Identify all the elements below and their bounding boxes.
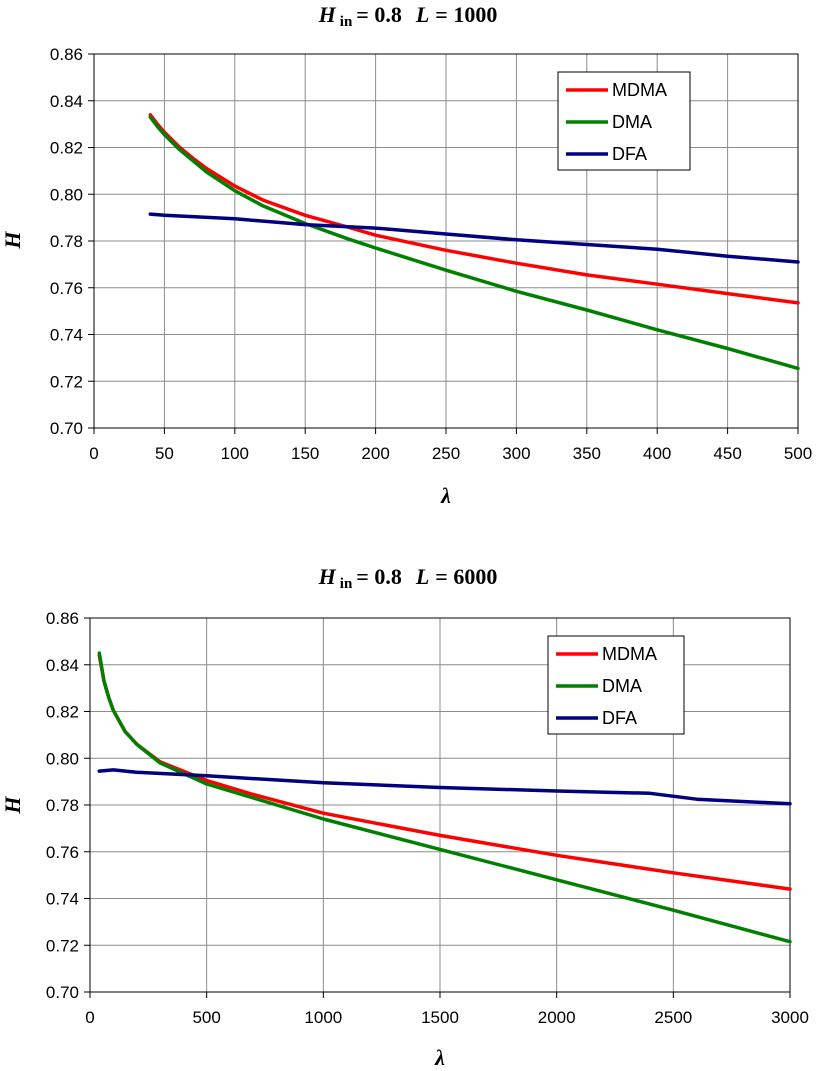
legend-label-dfa: DFA (602, 708, 637, 728)
plot-border (93, 53, 799, 429)
y-tick-label: 0.78 (46, 796, 79, 815)
y-tick-label: 0.84 (46, 656, 79, 675)
series-line-dfa (97, 768, 792, 806)
x-tick-label: 50 (155, 444, 174, 463)
y-tick-label: 0.72 (46, 936, 79, 955)
x-tick-label: 2500 (654, 1008, 692, 1027)
y-tick-label: 0.70 (46, 983, 79, 1002)
x-tick-label: 500 (192, 1008, 220, 1027)
legend: MDMA DMA DFA (557, 71, 691, 171)
y-tick-label: 0.80 (50, 185, 83, 204)
chart-1-xlabel: λ (440, 483, 451, 508)
x-tick-label: 400 (643, 444, 671, 463)
x-tick-label: 350 (573, 444, 601, 463)
x-tick-label: 300 (502, 444, 530, 463)
y-tick-label: 0.72 (50, 372, 83, 391)
y-tick-label: 0.86 (50, 45, 83, 64)
x-tick-label: 150 (291, 444, 319, 463)
y-tick-label: 0.80 (46, 749, 79, 768)
y-tick-label: 0.76 (50, 279, 83, 298)
chart-2-xlabel: λ (434, 1045, 445, 1070)
y-tick-label: 0.74 (46, 890, 79, 909)
y-tick-label: 0.84 (50, 92, 83, 111)
y-tick-label: 0.78 (50, 232, 83, 251)
x-tick-label: 1500 (421, 1008, 459, 1027)
y-tick-label: 0.76 (46, 843, 79, 862)
legend-label-dfa: DFA (612, 144, 647, 164)
chart-1-plot: 0 50 100 150 200 250 300 350 400 450 500 0.70 0.72 0.… (50, 45, 812, 463)
y-tick-label: 0.70 (50, 419, 83, 438)
x-tick-label: 100 (221, 444, 249, 463)
y-tick-label: 0.82 (46, 703, 79, 722)
y-tick-label: 0.74 (50, 326, 83, 345)
series-line-dfa (148, 212, 800, 264)
x-tick-label: 0 (89, 444, 98, 463)
x-tick-label: 200 (361, 444, 389, 463)
legend: MDMA DMA DFA (547, 635, 685, 735)
x-tick-label: 1000 (304, 1008, 342, 1027)
x-tick-label: 0 (85, 1008, 94, 1027)
x-tick-label: 500 (784, 444, 812, 463)
y-tick-label: 0.86 (46, 609, 79, 628)
legend-label-dma: DMA (612, 112, 652, 132)
legend-label-mdma: MDMA (612, 80, 667, 100)
y-tick-label: 0.82 (50, 139, 83, 158)
x-tick-label: 250 (432, 444, 460, 463)
chart-2-plot: 0 500 1000 1500 2000 2500 3000 0.70 0.72 0.74 0.76… (46, 609, 809, 1027)
legend-label-dma: DMA (602, 676, 642, 696)
x-tick-label: 2000 (538, 1008, 576, 1027)
legend-label-mdma: MDMA (602, 644, 657, 664)
x-tick-label: 450 (713, 444, 741, 463)
chart-1-ylabel: H (0, 231, 25, 250)
x-tick-label: 3000 (771, 1008, 809, 1027)
chart-2-ylabel: H (0, 796, 25, 815)
